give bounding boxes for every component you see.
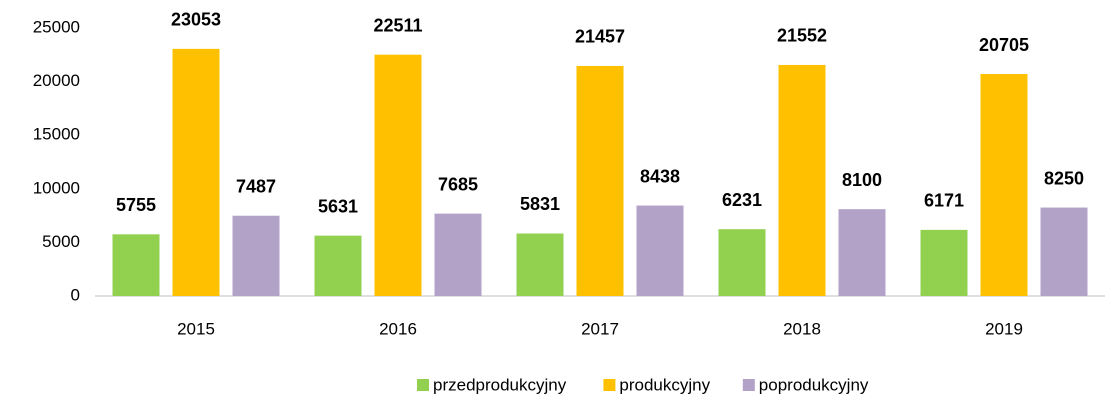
bar bbox=[232, 215, 280, 296]
bar bbox=[314, 235, 362, 296]
value-label: 5831 bbox=[520, 194, 560, 214]
y-tick-label: 5000 bbox=[42, 232, 80, 251]
x-tick-label: 2018 bbox=[783, 319, 821, 338]
value-label: 7685 bbox=[438, 174, 478, 194]
x-tick-label: 2019 bbox=[985, 319, 1023, 338]
bar bbox=[516, 233, 564, 296]
y-tick-label: 0 bbox=[71, 285, 80, 304]
x-tick-label: 2017 bbox=[581, 319, 619, 338]
x-tick-label: 2015 bbox=[177, 319, 215, 338]
y-tick-label: 15000 bbox=[33, 125, 80, 144]
bar bbox=[172, 48, 220, 296]
x-tick-label: 2016 bbox=[379, 319, 417, 338]
value-label: 8438 bbox=[640, 166, 680, 186]
legend-label: produkcyjny bbox=[619, 375, 710, 394]
bar bbox=[718, 229, 766, 296]
bar bbox=[636, 205, 684, 296]
legend-swatch bbox=[742, 379, 755, 391]
value-label: 22511 bbox=[373, 15, 422, 35]
bar bbox=[576, 65, 624, 296]
y-tick-label: 20000 bbox=[33, 71, 80, 90]
bar bbox=[434, 213, 482, 296]
value-label: 6171 bbox=[924, 191, 964, 211]
bar bbox=[980, 74, 1028, 297]
bar bbox=[838, 209, 886, 296]
y-tick-label: 10000 bbox=[33, 178, 80, 197]
bar bbox=[920, 229, 968, 296]
value-label: 5755 bbox=[116, 195, 156, 215]
legend-label: poprodukcyjny bbox=[759, 375, 869, 394]
value-label: 5631 bbox=[318, 196, 358, 216]
y-tick-label: 25000 bbox=[33, 17, 80, 36]
bar bbox=[112, 234, 160, 296]
legend-swatch bbox=[417, 379, 429, 391]
legend-label: przedprodukcyjny bbox=[433, 375, 567, 394]
bar bbox=[778, 64, 826, 297]
value-label: 21552 bbox=[777, 26, 827, 46]
value-label: 20705 bbox=[979, 35, 1029, 55]
bar bbox=[374, 54, 422, 296]
value-label: 8250 bbox=[1044, 168, 1084, 188]
legend-swatch bbox=[603, 379, 616, 391]
value-label: 8100 bbox=[842, 170, 882, 190]
value-label: 23053 bbox=[171, 10, 221, 30]
bar bbox=[1040, 207, 1088, 296]
value-label: 6231 bbox=[722, 190, 762, 210]
value-label: 7487 bbox=[236, 176, 276, 196]
value-label: 21457 bbox=[575, 27, 625, 47]
